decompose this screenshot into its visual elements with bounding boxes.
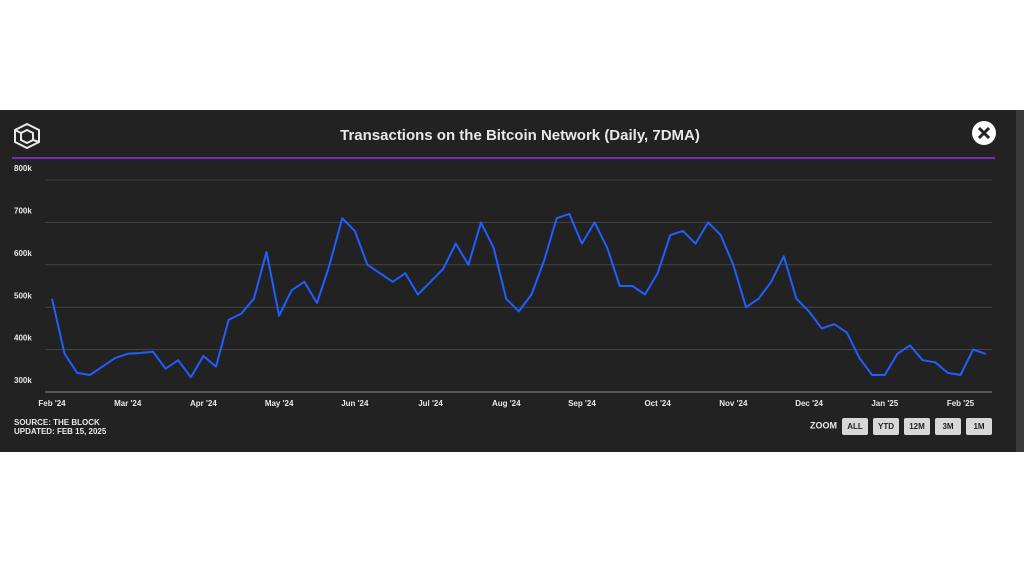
zoom-button-bg — [966, 418, 992, 435]
zoom-button-label: 3M — [942, 422, 953, 431]
zoom-button-bg — [873, 418, 899, 435]
x-tick-label: Oct '24 — [644, 399, 671, 408]
y-tick-label: 600k — [14, 249, 32, 258]
x-tick-label: Aug '24 — [492, 399, 521, 408]
updated: UPDATED: FEB 15, 2025 — [14, 427, 107, 436]
x-tick-label: Feb '25 — [947, 399, 975, 408]
y-tick-label: 800k — [14, 164, 32, 173]
x-tick-label: Nov '24 — [719, 399, 748, 408]
zoom-button-bg — [935, 418, 961, 435]
y-tick-label: 500k — [14, 291, 32, 300]
chart: Transactions on the Bitcoin Network (Dai… — [12, 121, 996, 436]
chart-title: Transactions on the Bitcoin Network (Dai… — [340, 127, 700, 144]
zoom-button[interactable]: 1M — [966, 418, 992, 435]
x-tick-label: Jun '24 — [341, 399, 369, 408]
close-button[interactable] — [972, 121, 996, 145]
zoom-button-label: 1M — [973, 422, 984, 431]
zoom-button-bg — [904, 418, 930, 435]
x-tick-label: Mar '24 — [114, 399, 142, 408]
scrollbar — [1016, 110, 1024, 452]
chart-panel: Transactions on the Bitcoin Network (Dai… — [0, 110, 1024, 452]
x-tick-label: Apr '24 — [190, 399, 217, 408]
y-tick-label: 400k — [14, 334, 32, 343]
logo — [14, 122, 40, 150]
zoom-button[interactable]: ALL — [842, 418, 868, 435]
y-tick-label: 700k — [14, 207, 32, 216]
x-tick-label: Sep '24 — [568, 399, 596, 408]
y-tick-label: 300k — [14, 376, 32, 385]
zoom-button-bg — [842, 418, 868, 435]
x-tick-label: Jul '24 — [418, 399, 443, 408]
x-tick-label: May '24 — [265, 399, 294, 408]
x-tick-label: Feb '24 — [38, 399, 66, 408]
source: SOURCE: THE BLOCK — [14, 418, 100, 427]
data-line — [51, 212, 987, 379]
zoom-button-label: YTD — [878, 422, 894, 431]
zoom-button-label: 12M — [909, 422, 925, 431]
zoom-button[interactable]: YTD — [873, 418, 899, 435]
zoom-label: ZOOM — [810, 420, 837, 430]
zoom-button[interactable]: 3M — [935, 418, 961, 435]
x-tick-label: Dec '24 — [795, 399, 823, 408]
zoom-button-label: ALL — [847, 422, 863, 431]
zoom-button[interactable]: 12M — [904, 418, 930, 435]
x-tick-label: Jan '25 — [871, 399, 898, 408]
